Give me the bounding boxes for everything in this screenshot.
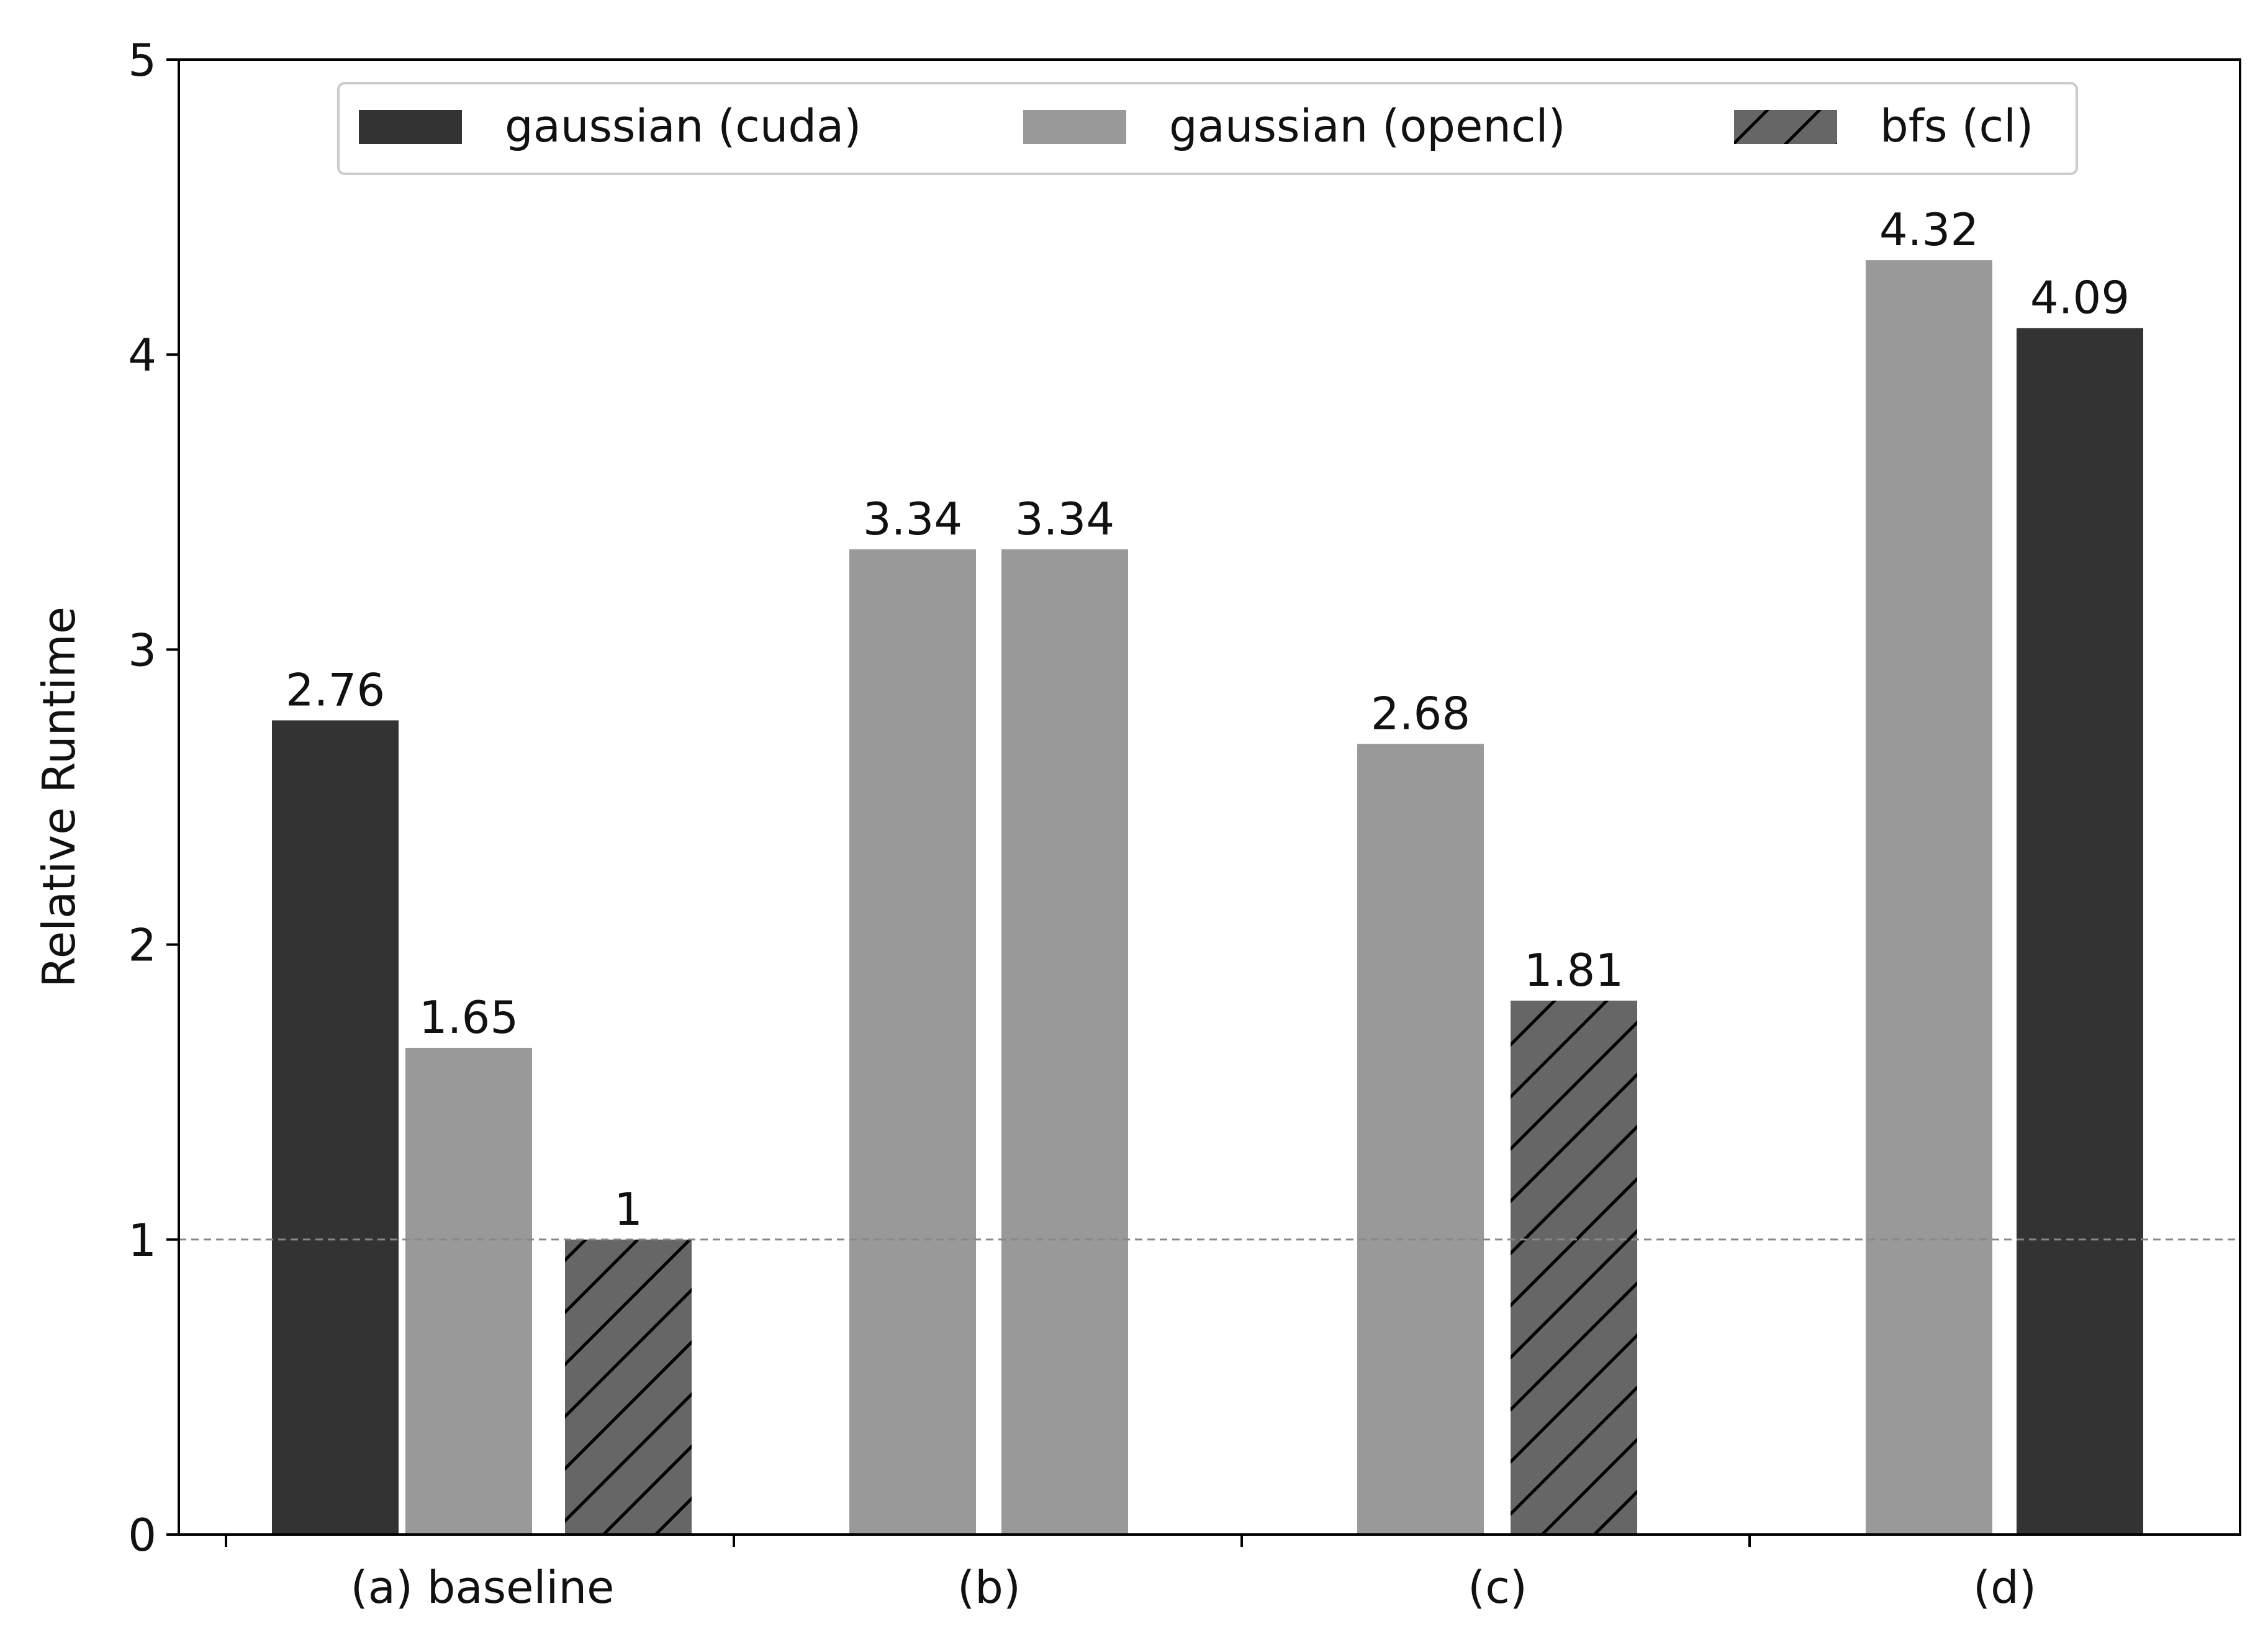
legend-swatch (1023, 110, 1126, 144)
x-tick-label: (a) baseline (351, 1561, 615, 1613)
bar-value-label: 4.09 (2030, 271, 2130, 323)
bar-5 (1001, 549, 1128, 1535)
bar-value-label: 4.32 (1879, 204, 1979, 256)
bar-2 (405, 1047, 532, 1535)
legend-label: gaussian (cuda) (505, 100, 861, 152)
bar-7 (1511, 1000, 1637, 1535)
x-tick-label: (d) (1973, 1561, 2036, 1613)
bar-value-label: 1 (614, 1183, 643, 1235)
plot-area: 2.76 1.65 1 3.34 3.34 2.68 1.81 4.32 4.09 0 1 2 3 4 5 (… (33, 34, 2241, 1613)
y-tick-label: 0 (128, 1509, 156, 1561)
bar-9 (2017, 328, 2143, 1535)
legend-swatch (359, 110, 462, 144)
bar-value-label: 1.81 (1524, 944, 1624, 996)
bar-value-label: 2.76 (286, 664, 385, 716)
legend: gaussian (cuda) gaussian (opencl) bfs (cl) (337, 82, 2078, 175)
legend-label: gaussian (opencl) (1169, 100, 1566, 152)
bar-8 (1866, 260, 1992, 1535)
bar-4 (849, 549, 976, 1535)
y-tick-label: 4 (128, 329, 156, 381)
x-tick-label: (c) (1468, 1561, 1527, 1613)
y-tick-label: 5 (128, 34, 156, 86)
bar-value-label: 1.65 (419, 991, 518, 1044)
legend-swatch (1734, 110, 1837, 144)
y-tick-label: 1 (128, 1214, 156, 1266)
legend-box (337, 82, 2078, 175)
y-tick-label: 2 (128, 919, 156, 972)
bar-3 (565, 1239, 692, 1535)
bar-6 (1357, 744, 1484, 1535)
bar-1 (272, 720, 399, 1535)
axes-frame (178, 58, 2241, 1536)
bar-value-label: 3.34 (863, 493, 962, 545)
x-tick-label: (b) (957, 1561, 1021, 1613)
bar-value-label: 3.34 (1015, 493, 1114, 545)
legend-label: bfs (cl) (1880, 100, 2033, 152)
y-axis-label: Relative Runtime (33, 606, 85, 988)
y-tick-label: 3 (128, 624, 156, 676)
bar-value-label: 2.68 (1371, 687, 1470, 739)
